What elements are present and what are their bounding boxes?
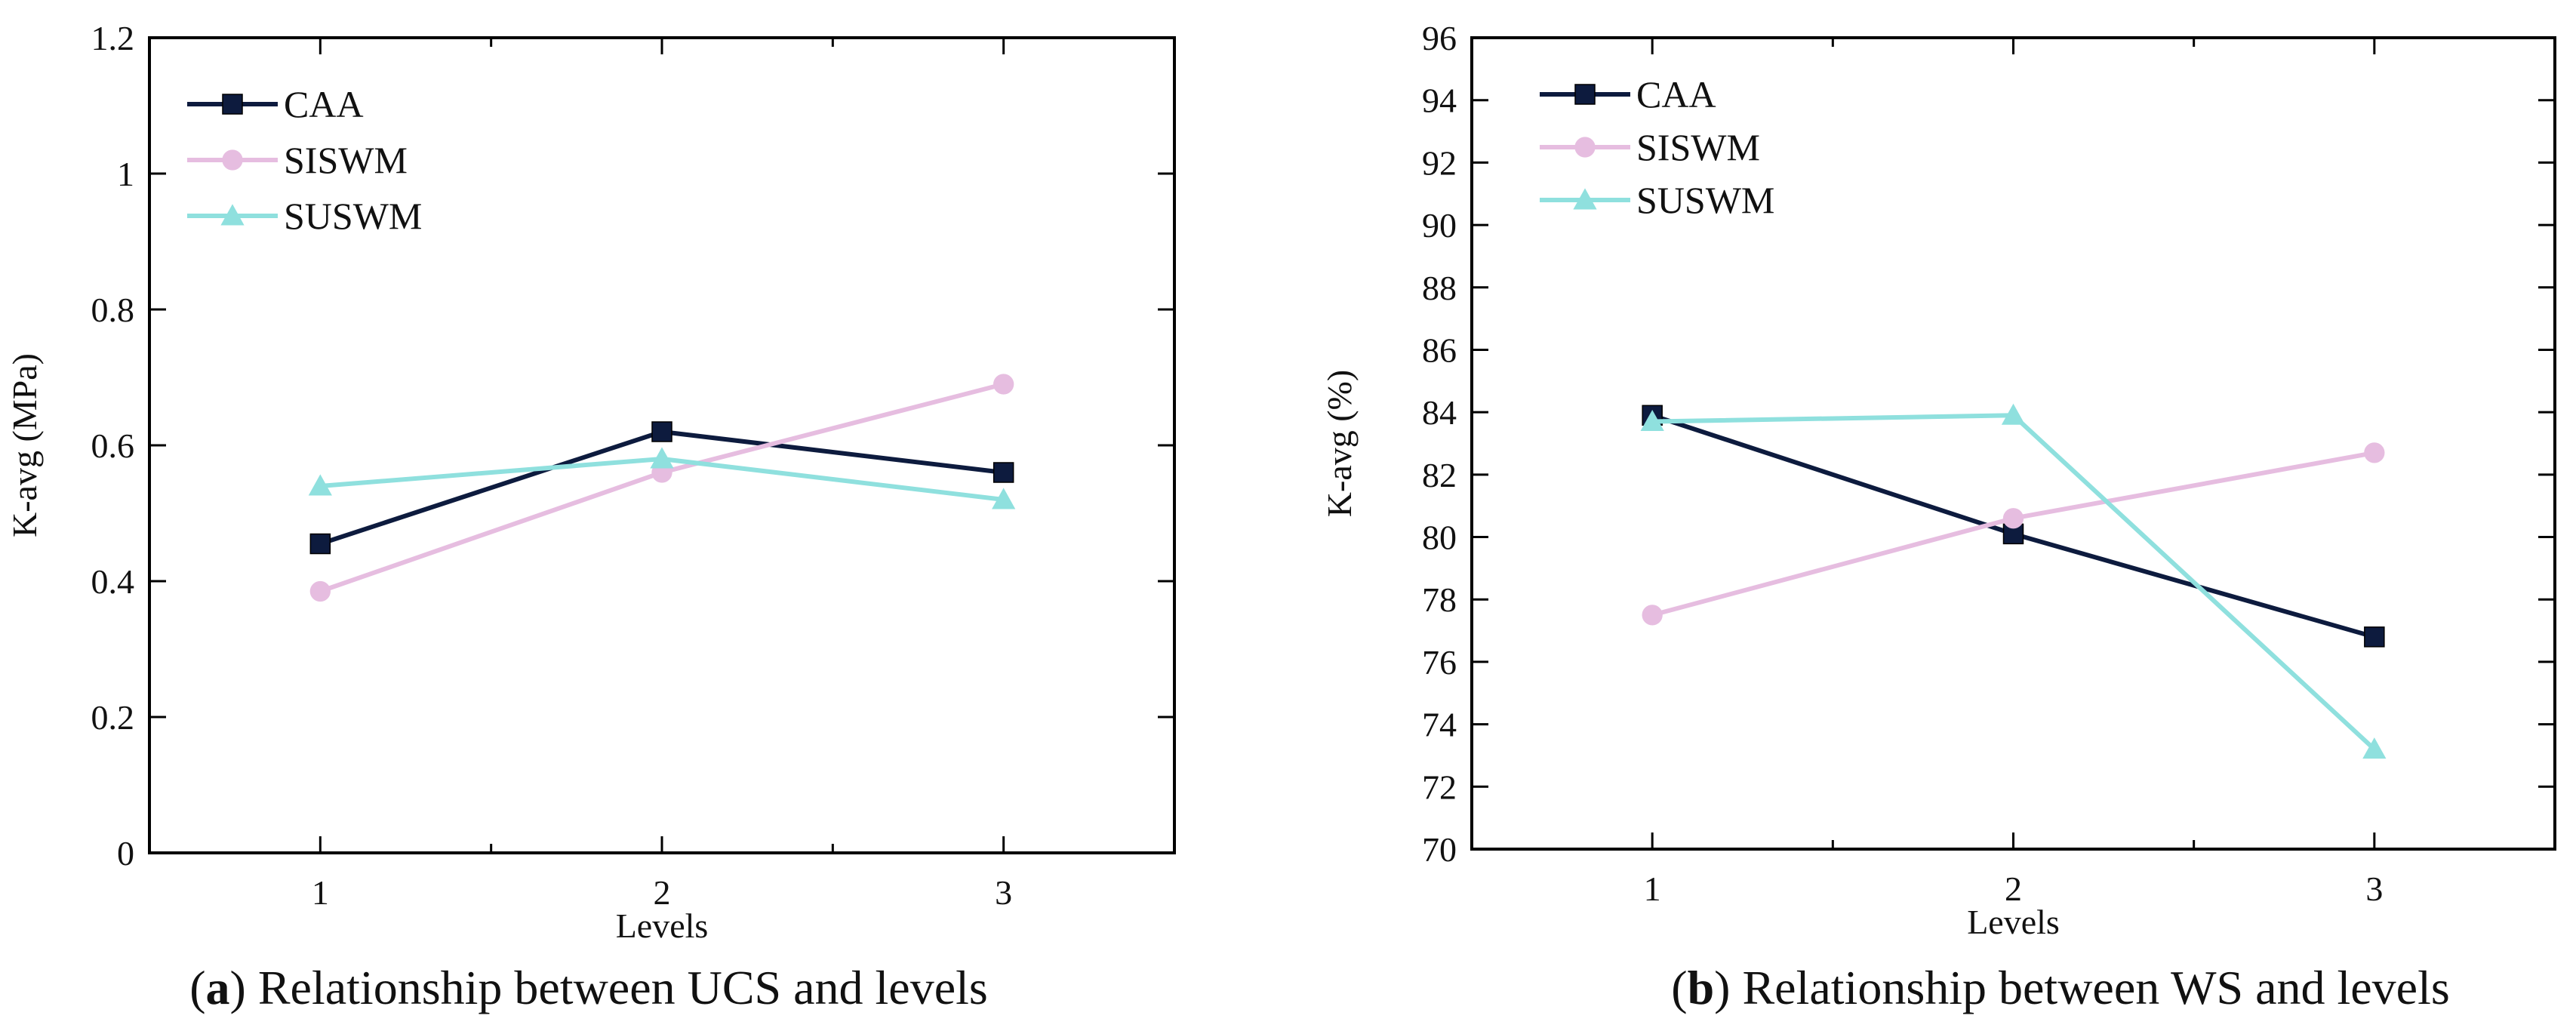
y-tick-label: 72: [1422, 768, 1457, 806]
legend-label: SUSWM: [1636, 179, 1774, 221]
y-tick-label: 90: [1422, 206, 1457, 245]
x-tick-label: 1: [1644, 869, 1661, 908]
data-point: [2001, 403, 2026, 425]
data-point: [1642, 605, 1663, 626]
series-suswm: [1640, 403, 2387, 759]
series-suswm: [308, 447, 1016, 509]
data-point: [1640, 409, 1664, 432]
x-tick-label: 2: [2005, 869, 2022, 908]
y-axis-title: K-avg (%): [1320, 370, 1359, 517]
x-axis-title: Levels: [1967, 903, 2060, 941]
y-tick-label: 78: [1422, 580, 1457, 619]
y-tick-label: 92: [1422, 143, 1457, 182]
caption-label: b: [1688, 961, 1715, 1014]
legend-marker: [222, 94, 243, 115]
caption-paren-open: (: [189, 961, 205, 1014]
x-axis-title: Levels: [616, 906, 709, 945]
x-tick-label: 3: [995, 873, 1012, 912]
y-tick-label: 0: [117, 834, 134, 873]
y-tick-label: 74: [1422, 706, 1457, 744]
data-point: [2364, 442, 2385, 463]
y-axis-title: K-avg (MPa): [5, 353, 44, 537]
y-tick-label: 0.2: [91, 698, 135, 737]
y-tick-label: 88: [1422, 269, 1457, 307]
data-point: [308, 474, 332, 496]
caption-paren-close: ): [1714, 961, 1742, 1014]
caption-paren-close: ): [230, 961, 258, 1014]
caption-text: Relationship between WS and levels: [1742, 961, 2449, 1014]
panel-caption: (a) Relationship between UCS and levels: [189, 961, 988, 1014]
y-tick-label: 76: [1422, 643, 1457, 682]
x-tick-label: 1: [312, 873, 329, 912]
legend-label: CAA: [1636, 73, 1716, 115]
legend-label: SISWM: [284, 139, 408, 181]
data-point: [2002, 508, 2024, 529]
data-point: [650, 447, 674, 469]
data-point: [2364, 626, 2385, 648]
data-point: [2362, 737, 2387, 759]
series-siswm: [1642, 442, 2385, 626]
y-tick-label: 80: [1422, 519, 1457, 557]
plot-frame: [1470, 36, 2556, 851]
series-line: [1652, 413, 2376, 751]
caption-text: Relationship between UCS and levels: [258, 961, 988, 1014]
chart-panel-b: 70 72 74 76 78 80 82 84 86 88 90 92 94 96 1 2 3 Levels K-a…: [1320, 19, 2556, 1014]
legend-marker: [220, 204, 245, 226]
y-tick-label: 0.4: [91, 562, 135, 601]
x-tick-label: 2: [654, 873, 671, 912]
y-tick-label: 94: [1422, 82, 1457, 120]
series-caa: [1642, 405, 2385, 648]
legend-label: CAA: [284, 83, 364, 125]
data-point: [993, 374, 1014, 395]
data-point: [992, 488, 1016, 509]
y-tick-label: 0.8: [91, 291, 135, 329]
data-point: [309, 580, 331, 602]
y-tick-label: 86: [1422, 331, 1457, 369]
legend-marker: [222, 149, 243, 171]
caption-label: a: [206, 961, 230, 1014]
caption-paren-open: (: [1671, 961, 1687, 1014]
data-point: [309, 533, 331, 555]
y-tick-label: 82: [1422, 456, 1457, 494]
legend-marker: [1574, 137, 1596, 158]
chart-panel-a: 0 0.2 0.4 0.6 0.8 1 1.2 1 2 3 Levels K-avg (MPa) CAA…: [5, 19, 1176, 1014]
y-tick-label: 1: [117, 155, 134, 193]
legend-label: SUSWM: [284, 195, 422, 237]
y-tick-label: 70: [1422, 830, 1457, 869]
legend-label: SISWM: [1636, 126, 1760, 168]
legend: CAA SISWM SUSWM: [187, 83, 422, 237]
legend-marker: [1574, 84, 1596, 105]
series-caa: [309, 421, 1014, 555]
data-point: [651, 421, 672, 442]
y-tick-label: 1.2: [91, 19, 135, 57]
legend: CAA SISWM SUSWM: [1540, 73, 1774, 221]
y-tick-label: 0.6: [91, 426, 135, 465]
legend-marker: [1573, 188, 1597, 210]
y-tick-label: 96: [1422, 19, 1457, 57]
data-point: [993, 462, 1014, 483]
x-tick-label: 3: [2365, 869, 2383, 908]
y-tick-label: 84: [1422, 393, 1457, 432]
panel-caption: (b) Relationship between WS and levels: [1671, 961, 2450, 1014]
